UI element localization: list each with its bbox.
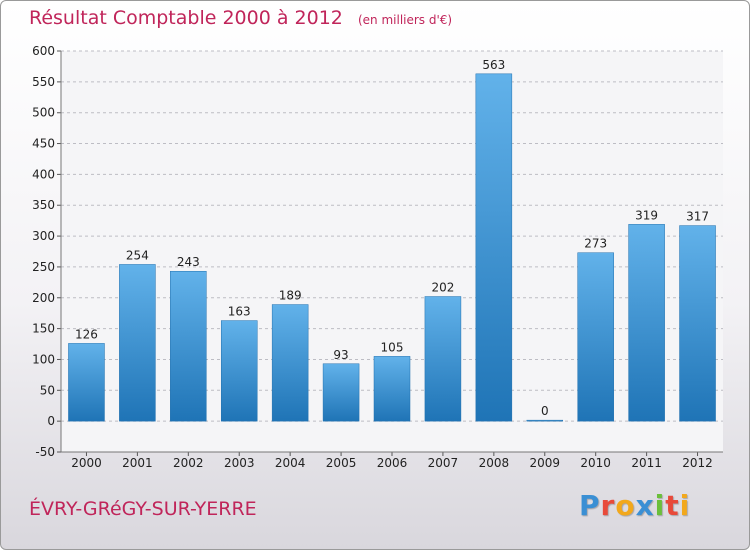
bar-value-label: 273 xyxy=(584,237,607,251)
x-tick-label: 2008 xyxy=(479,456,510,470)
bar xyxy=(68,343,105,422)
bar-value-label: 254 xyxy=(126,248,149,262)
y-tick-label: 150 xyxy=(32,322,55,336)
y-tick-label: 400 xyxy=(32,167,55,181)
title-row: Résultat Comptable 2000 à 2012 (en milli… xyxy=(29,7,452,29)
bar xyxy=(424,296,462,422)
bar xyxy=(628,224,665,422)
x-tick-label: 2011 xyxy=(631,456,662,470)
bar xyxy=(119,264,156,422)
x-axis: 2000 2001 2002 2003 2004 2005 2006 2007 2008 2009… xyxy=(61,451,723,470)
bar xyxy=(577,252,614,422)
chart-title: Résultat Comptable 2000 à 2012 xyxy=(29,7,343,29)
x-tick-label: 2004 xyxy=(275,456,306,470)
bar-value-label: 319 xyxy=(635,208,658,222)
y-tick-label: 350 xyxy=(32,198,55,212)
y-tick-label: 250 xyxy=(32,260,55,274)
proxiti-logo[interactable]: Proxiti xyxy=(579,489,690,522)
chart-subtitle: (en milliers d'€) xyxy=(357,13,453,27)
bar xyxy=(679,225,716,422)
logo-letter: o xyxy=(615,489,636,522)
x-tick-label: 2009 xyxy=(529,456,560,470)
y-tick-label: 0 xyxy=(47,414,55,428)
y-tick-label: 550 xyxy=(32,75,55,89)
bar-value-label: 126 xyxy=(75,327,98,341)
logo-letter: t xyxy=(665,489,680,522)
x-tick-label: 2002 xyxy=(173,456,204,470)
y-tick-label: -50 xyxy=(35,445,55,459)
x-tick-label: 2010 xyxy=(580,456,611,470)
bar-value-label: 93 xyxy=(333,348,348,362)
bar-value-label: 105 xyxy=(381,340,404,354)
logo-letter: P xyxy=(579,489,601,522)
y-tick-label: 600 xyxy=(32,44,55,58)
x-tick-label: 2006 xyxy=(377,456,408,470)
bar xyxy=(475,73,513,422)
bars: 126 254 243 163 189 93 105 202 563 0 273 319 317 xyxy=(68,58,716,422)
y-axis: -50 0 50 100 150 200 250 300 350 400 450 500 550 600 xyxy=(32,44,62,459)
x-tick-label: 2007 xyxy=(428,456,459,470)
bar-value-label: 189 xyxy=(279,289,302,303)
x-tick-label: 2000 xyxy=(71,456,102,470)
bar xyxy=(373,356,411,422)
y-tick-label: 450 xyxy=(32,137,55,151)
bar-value-label: 202 xyxy=(431,281,454,295)
y-tick-label: 300 xyxy=(32,229,55,243)
bar-value-label: 0 xyxy=(541,404,549,418)
y-tick-label: 50 xyxy=(40,383,55,397)
bar-value-label: 243 xyxy=(177,255,200,269)
logo-letter: r xyxy=(600,489,616,522)
x-tick-label: 2005 xyxy=(326,456,357,470)
y-tick-label: 200 xyxy=(32,291,55,305)
logo-letter: i xyxy=(679,489,691,522)
bar-value-label: 563 xyxy=(482,58,505,72)
x-tick-label: 2003 xyxy=(224,456,255,470)
bar xyxy=(220,320,258,422)
bar-value-label: 163 xyxy=(228,305,251,319)
y-tick-label: 500 xyxy=(32,106,55,120)
x-tick-label: 2012 xyxy=(682,456,713,470)
bar xyxy=(322,363,360,422)
bar xyxy=(170,270,207,422)
logo-letter: i xyxy=(654,489,666,522)
y-tick-label: 100 xyxy=(32,352,55,366)
bar xyxy=(526,419,564,422)
location-name: ÉVRY-GRéGY-SUR-YERRE xyxy=(29,498,257,520)
logo-letter: x xyxy=(635,489,655,522)
x-tick-label: 2001 xyxy=(122,456,153,470)
bar-value-label: 317 xyxy=(686,210,709,224)
bar xyxy=(271,304,309,422)
